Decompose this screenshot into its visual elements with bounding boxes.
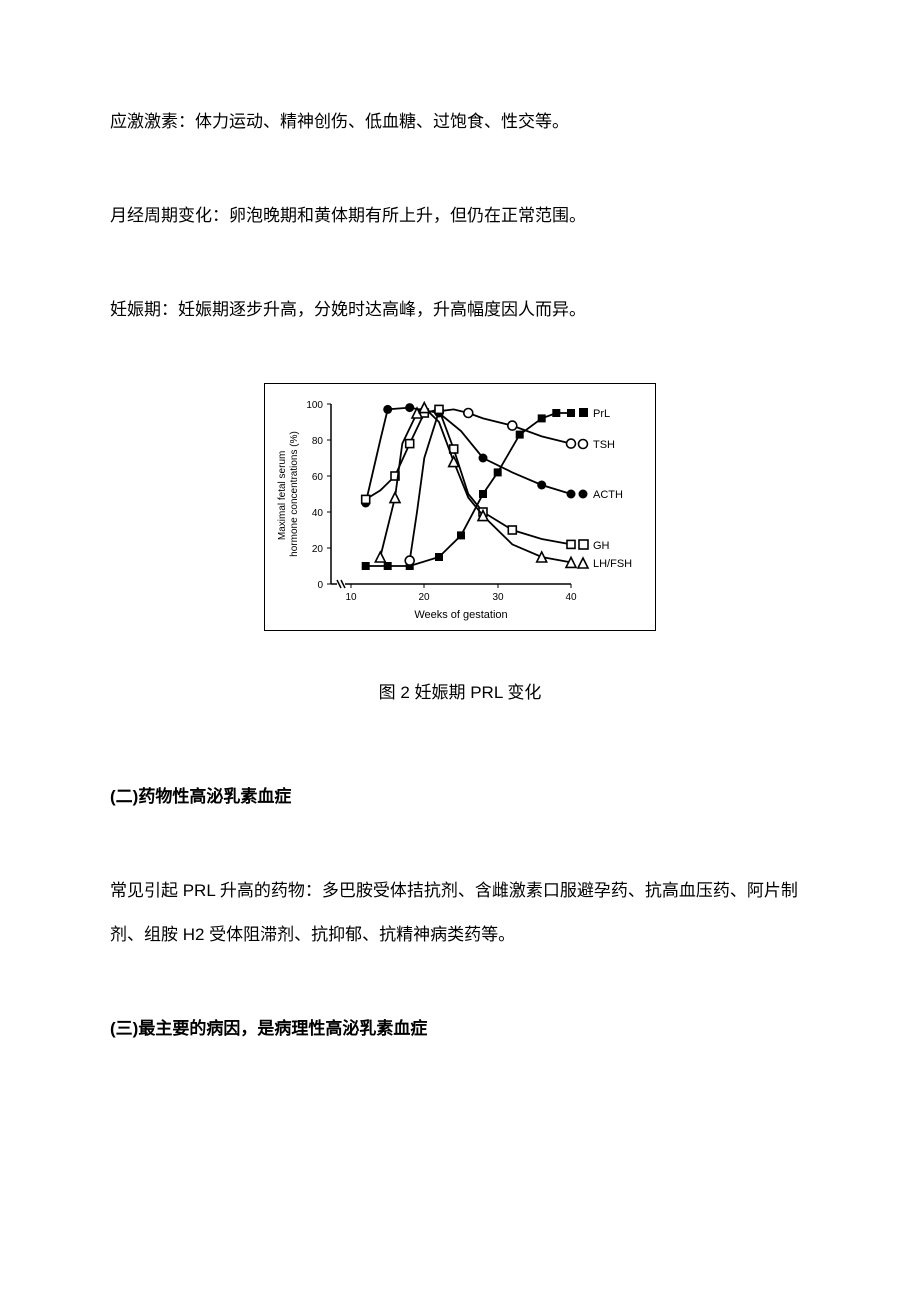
chart-box: 0 20 40 60 80 100 10 20 30 40 Maximal fe… [264,383,656,631]
chart-caption: 图 2 妊娠期 PRL 变化 [110,671,810,715]
legend-acth: ACTH [593,489,623,501]
svg-text:20: 20 [418,592,430,603]
chart-container: 0 20 40 60 80 100 10 20 30 40 Maximal fe… [110,383,810,631]
svg-text:100: 100 [306,400,323,411]
legend-lhfsh: LH/FSH [593,558,632,570]
legend-gh: GH [593,540,610,552]
x-axis-label: Weeks of gestation [414,609,507,621]
heading-pathological: (三)最主要的病因，是病理性高泌乳素血症 [110,1007,810,1051]
svg-text:40: 40 [565,592,577,603]
series-gh [362,405,575,548]
svg-text:60: 60 [312,472,324,483]
legend-prl: PrL [593,408,610,420]
legend-tsh: TSH [593,439,615,451]
paragraph-menstrual-cycle: 月经周期变化：卵泡晚期和黄体期有所上升，但仍在正常范围。 [110,194,810,238]
hormone-chart: 0 20 40 60 80 100 10 20 30 40 Maximal fe… [271,394,641,624]
heading-drug-induced: (二)药物性高泌乳素血症 [110,775,810,819]
paragraph-stress-hormone: 应激激素：体力运动、精神创伤、低血糖、过饱食、性交等。 [110,100,810,144]
y-ticks: 0 20 40 60 80 100 [306,400,331,591]
series-prl [362,409,575,570]
chart-legend: PrL TSH ACTH GH LH/FSH [578,408,632,570]
svg-text:10: 10 [345,592,357,603]
paragraph-pregnancy: 妊娠期：妊娠期逐步升高，分娩时达高峰，升高幅度因人而异。 [110,288,810,332]
svg-text:30: 30 [492,592,504,603]
svg-text:80: 80 [312,436,324,447]
paragraph-drugs: 常见引起 PRL 升高的药物：多巴胺受体拮抗剂、含雌激素口服避孕药、抗高血压药、… [110,869,810,957]
y-axis-label: Maximal fetal serum hormone concentratio… [277,431,300,557]
svg-text:0: 0 [317,580,323,591]
x-ticks: 10 20 30 40 [345,584,577,603]
svg-text:20: 20 [312,544,324,555]
svg-text:40: 40 [312,508,324,519]
